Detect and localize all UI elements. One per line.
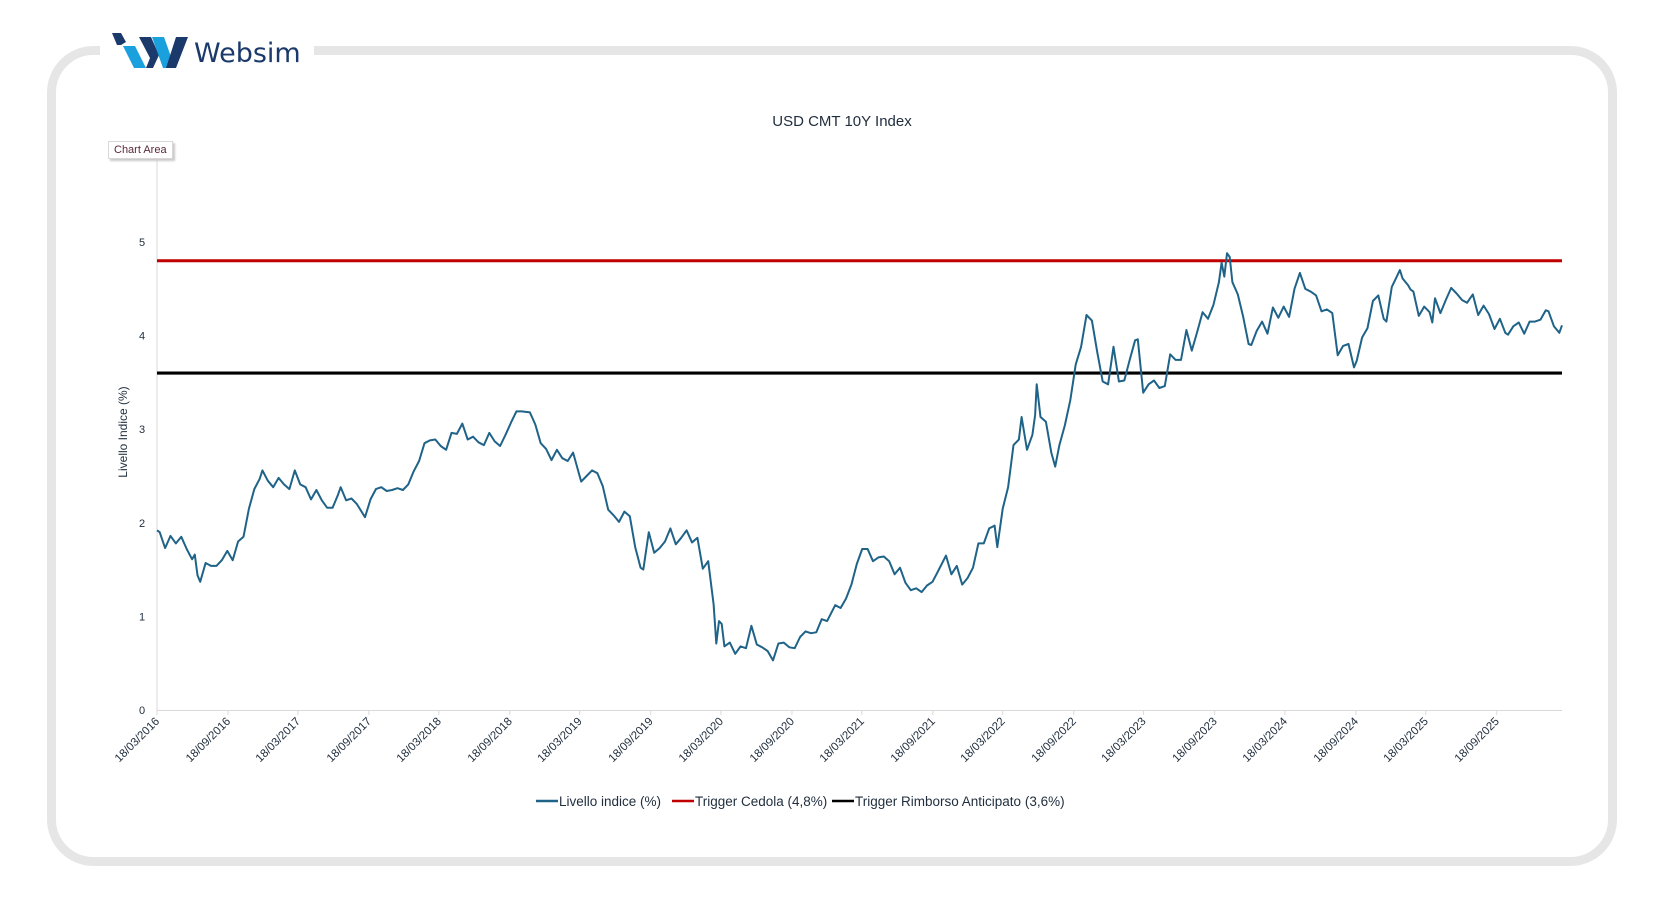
- y-tick-labels: 0 1 2 3 4 5: [139, 237, 145, 717]
- chart-title: USD CMT 10Y Index: [772, 113, 912, 130]
- y-tick-label: 5: [139, 237, 145, 249]
- legend-label: Livello indice (%): [559, 794, 661, 809]
- index-level-line: [156, 252, 1563, 662]
- y-tick-label: 3: [139, 424, 145, 436]
- legend-item: Trigger Rimborso Anticipato (3,6%): [832, 794, 1065, 809]
- legend: Livello indice (%) Trigger Cedola (4,8%) T…: [536, 794, 1065, 809]
- logo-wordmark: Websim: [194, 38, 301, 69]
- websim-logo: Websim: [112, 33, 301, 69]
- y-tick-label: 2: [139, 518, 145, 530]
- y-tick-label: 0: [139, 705, 145, 717]
- legend-item: Livello indice (%): [536, 794, 661, 809]
- y-axis-label: Livello Indice (%): [116, 386, 130, 477]
- logo-mark-dark-mid: [139, 37, 159, 68]
- y-tick-label: 4: [139, 331, 145, 343]
- legend-label: Trigger Rimborso Anticipato (3,6%): [855, 794, 1065, 809]
- y-tick-label: 1: [139, 611, 145, 623]
- chart-area-tooltip: Chart Area: [108, 141, 173, 159]
- logo-mark-dark-right: [166, 37, 188, 68]
- logo-mark-light-left: [123, 46, 146, 68]
- logo-mark-dark-tick: [112, 33, 126, 45]
- plot-series: [156, 252, 1563, 662]
- legend-label: Trigger Cedola (4,8%): [695, 794, 827, 809]
- legend-item: Trigger Cedola (4,8%): [672, 794, 827, 809]
- frame-border: [47, 46, 1617, 866]
